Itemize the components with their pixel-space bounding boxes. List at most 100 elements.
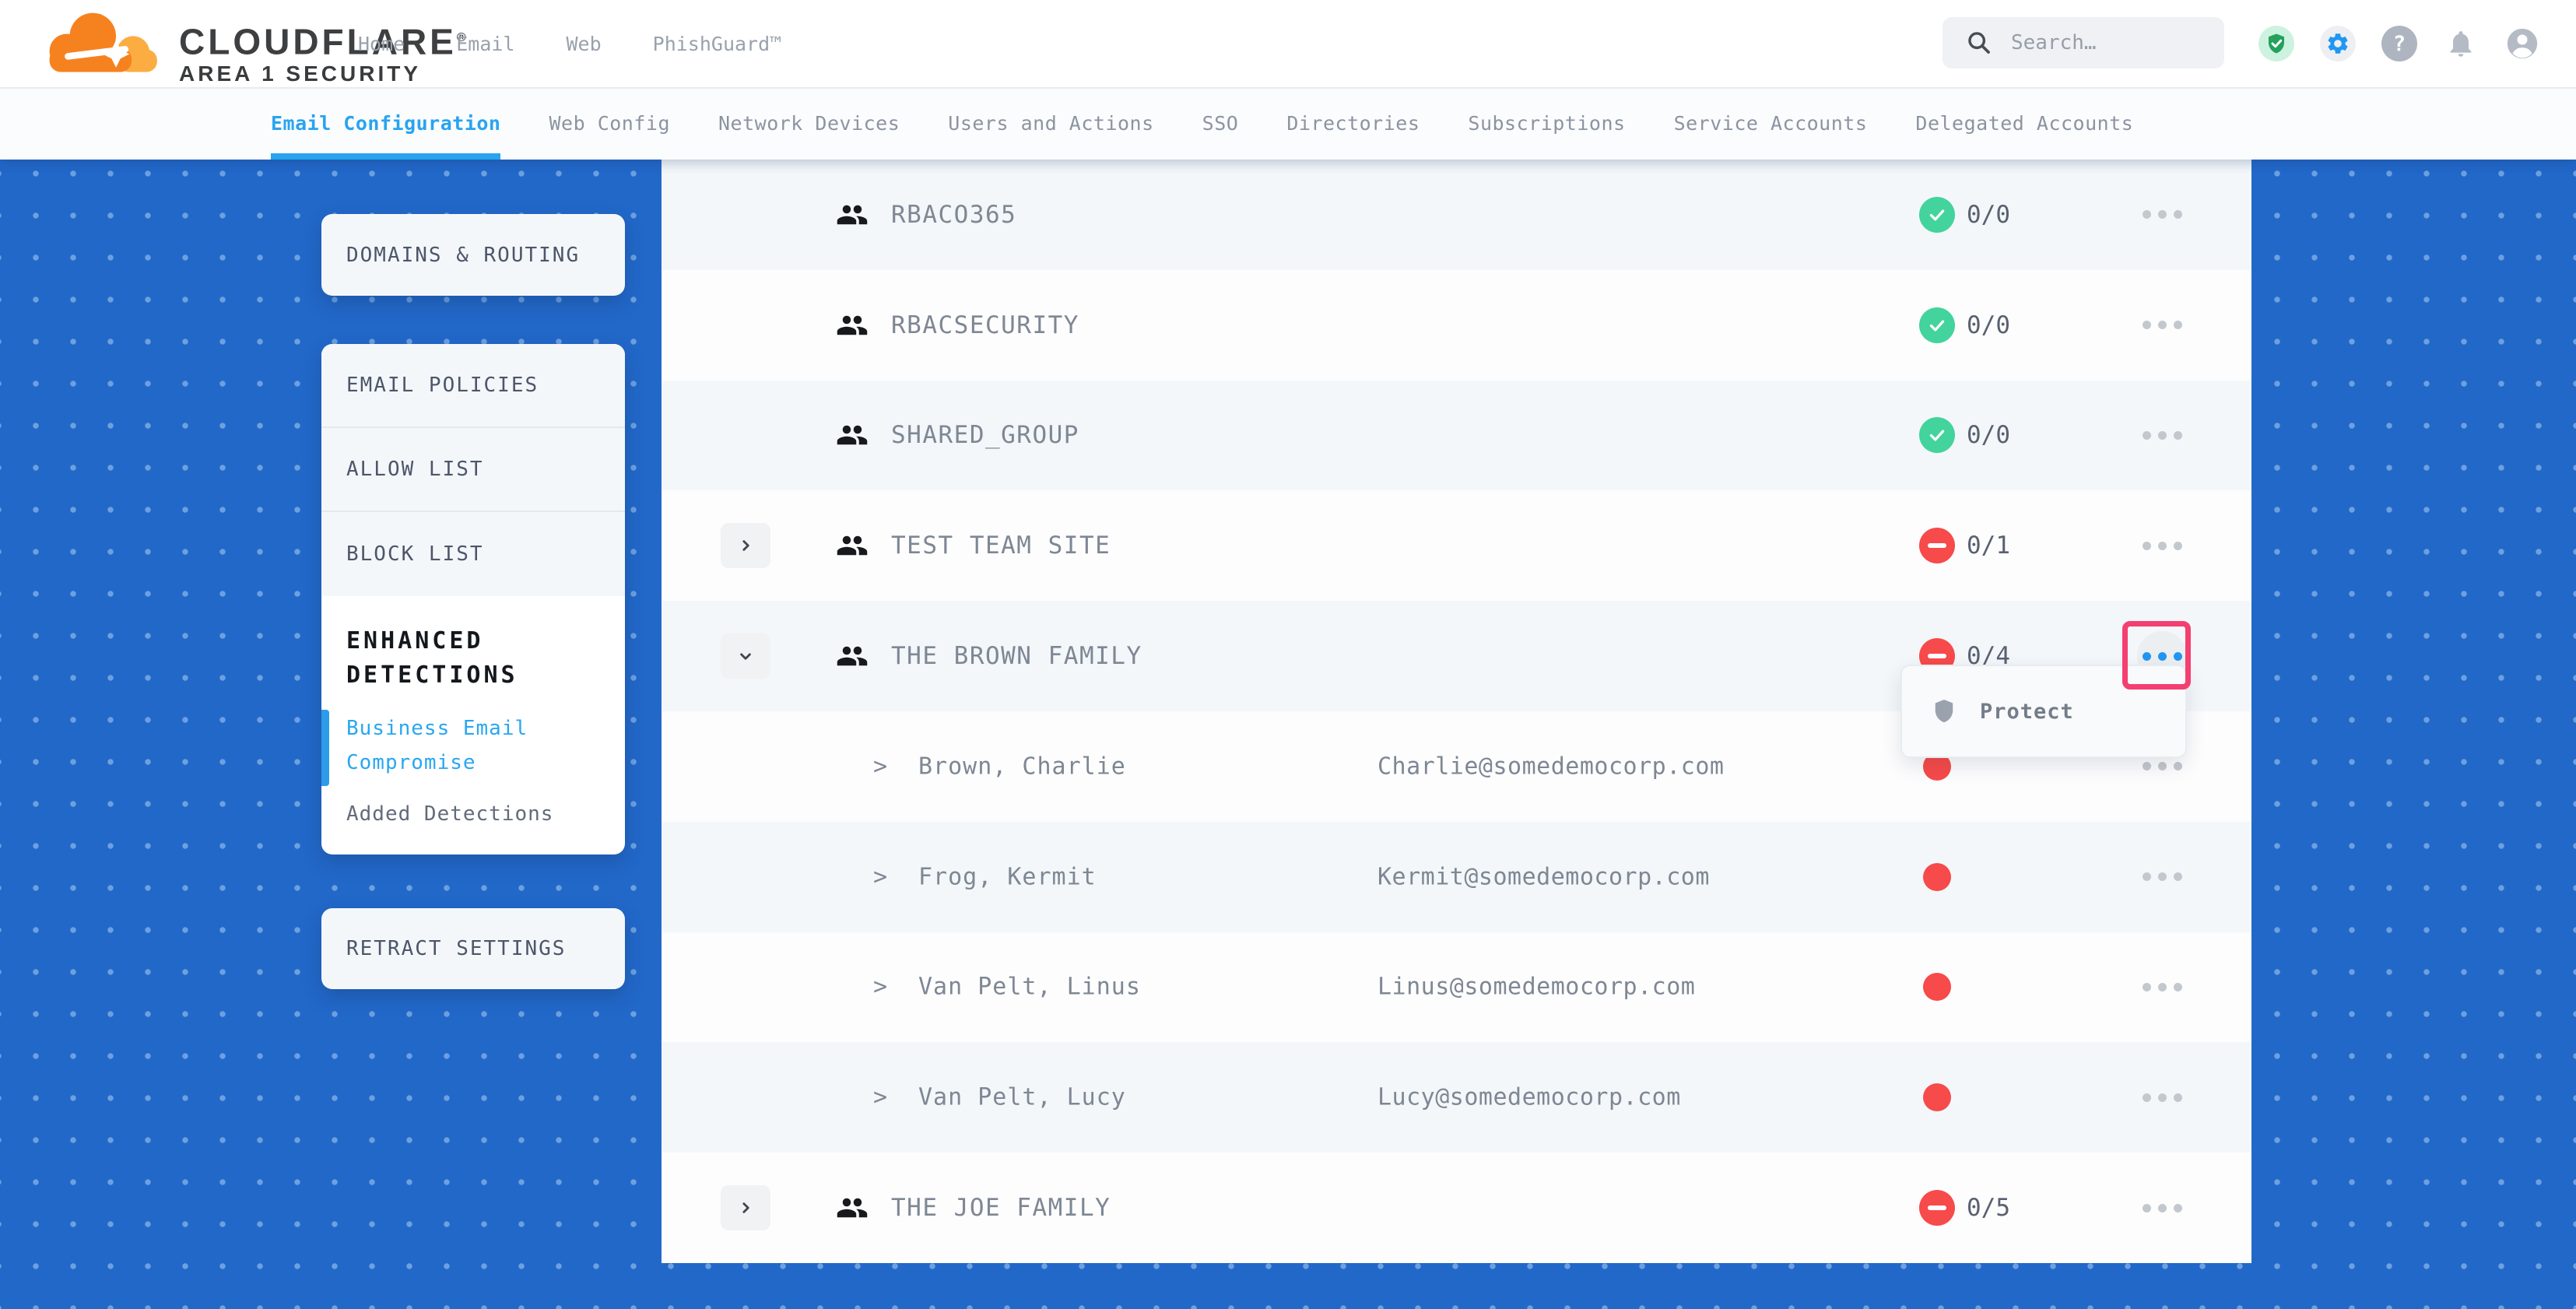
member-name: Brown, Charlie	[918, 753, 1126, 781]
ellipsis-dot	[2142, 651, 2151, 661]
tab-sso[interactable]: SSO	[1202, 112, 1239, 135]
chevron-right-icon	[742, 1202, 749, 1213]
status-allowed-icon	[1919, 307, 1955, 343]
enhanced-detections-section: ENHANCED DETECTIONS Business Email Compr…	[321, 596, 625, 831]
row-menu-button[interactable]	[2135, 850, 2189, 904]
ellipsis-dot	[2142, 541, 2151, 550]
member-email: Kermit@somedemocorp.com	[1377, 863, 1710, 891]
row-menu-button[interactable]	[2135, 298, 2189, 353]
top-header: CLOUDFLARE® AREA 1 SECURITY Home Email Web…	[0, 0, 2576, 89]
ellipsis-dot	[2173, 1203, 2182, 1212]
table-row-member: > Brown, Charlie Charlie@somedemocorp.com	[662, 711, 2251, 822]
status-allowed-icon	[1919, 196, 1955, 233]
table-row-group: THE JOE FAMILY 0/5	[662, 1153, 2251, 1263]
section-tabs: Email Configuration Web Config Network Dev…	[0, 87, 2576, 160]
status-flagged-dot	[1923, 1083, 1951, 1112]
menu-item-protect[interactable]: Protect	[1980, 699, 2074, 724]
group-name: THE BROWN FAMILY	[891, 642, 1142, 671]
gear-icon[interactable]	[2320, 26, 2356, 61]
sidebar-item-allow-list[interactable]: ALLOW LIST	[321, 428, 625, 512]
ellipsis-dot	[2157, 1203, 2167, 1212]
ellipsis-dot	[2157, 982, 2167, 991]
user-avatar-icon[interactable]	[2504, 26, 2540, 61]
tab-delegated-accounts[interactable]: Delegated Accounts	[1915, 112, 2134, 135]
nav-item-phishguard[interactable]: PhishGuard™	[652, 32, 782, 55]
row-menu-button[interactable]	[2135, 960, 2189, 1014]
tab-service-accounts[interactable]: Service Accounts	[1673, 112, 1868, 135]
expand-toggle-button[interactable]	[721, 1185, 770, 1231]
protection-count: 0/0	[1967, 200, 2010, 229]
row-menu-button[interactable]	[2135, 1070, 2189, 1125]
group-name: RBACO365	[891, 200, 1017, 229]
search-input[interactable]	[2009, 30, 2207, 55]
ellipsis-dot	[2142, 210, 2151, 219]
member-email: Linus@somedemocorp.com	[1377, 973, 1696, 1001]
tab-users-and-actions[interactable]: Users and Actions	[948, 112, 1154, 135]
ellipsis-dot	[2157, 651, 2167, 661]
ellipsis-dot	[2142, 430, 2151, 440]
nav-item-home[interactable]: Home	[358, 32, 405, 55]
group-name: THE JOE FAMILY	[891, 1194, 1111, 1223]
table-row-group: TEST TEAM SITE 0/1	[662, 490, 2251, 602]
sidebar-card-email-policies: EMAIL POLICIES ALLOW LIST BLOCK LIST ENHAN…	[321, 344, 625, 855]
sidebar-card-retract-settings[interactable]: RETRACT SETTINGS	[321, 908, 625, 989]
shield-icon	[1935, 700, 1953, 723]
nav-item-email[interactable]: Email	[456, 32, 515, 55]
table-row-group: RBACO365 0/0	[662, 160, 2251, 270]
status-flagged-dot	[1923, 973, 1951, 1002]
member-expand-arrow[interactable]: >	[873, 973, 888, 1001]
shield-check-icon[interactable]	[2258, 26, 2294, 61]
row-menu-button[interactable]	[2135, 408, 2189, 462]
sidebar-item-business-email-compromise[interactable]: Business Email Compromise	[346, 717, 528, 774]
ellipsis-dot	[2157, 1093, 2167, 1102]
sidebar-item-added-detections[interactable]: Added Detections	[346, 802, 554, 826]
group-icon	[837, 315, 868, 335]
tab-email-configuration[interactable]: Email Configuration	[271, 87, 501, 160]
ellipsis-dot	[2173, 872, 2182, 882]
tab-subscriptions[interactable]: Subscriptions	[1468, 112, 1626, 135]
ellipsis-dot	[2173, 982, 2182, 991]
member-expand-arrow[interactable]: >	[873, 863, 888, 891]
protection-count: 0/1	[1967, 532, 2010, 560]
chevron-down-icon	[740, 653, 751, 660]
group-name: RBACSECURITY	[891, 311, 1079, 339]
ellipsis-dot	[2173, 1093, 2182, 1102]
ellipsis-dot	[2142, 982, 2151, 991]
row-menu-button[interactable]	[2135, 739, 2189, 794]
group-name: TEST TEAM SITE	[891, 532, 1111, 560]
sidebar-card-domains-routing[interactable]: DOMAINS & ROUTING	[321, 214, 625, 296]
header-icon-cluster: ?	[2258, 26, 2540, 61]
sidebar-item-block-list[interactable]: BLOCK LIST	[321, 512, 625, 596]
tab-directories[interactable]: Directories	[1286, 112, 1420, 135]
member-expand-arrow[interactable]: >	[873, 1083, 888, 1111]
expand-toggle-button[interactable]	[721, 523, 770, 569]
member-expand-arrow[interactable]: >	[873, 753, 888, 781]
protection-count: 0/5	[1967, 1194, 2010, 1223]
bell-icon[interactable]	[2443, 26, 2479, 61]
tab-web-config[interactable]: Web Config	[549, 112, 670, 135]
row-menu-button[interactable]	[2135, 1181, 2189, 1235]
search-icon	[1968, 32, 1990, 54]
cloudflare-logo[interactable]: CLOUDFLARE® AREA 1 SECURITY	[43, 6, 469, 87]
enhanced-detections-title: ENHANCED DETECTIONS	[346, 627, 518, 689]
nav-item-web[interactable]: Web	[566, 32, 602, 55]
expand-toggle-button[interactable]	[721, 633, 770, 679]
tab-network-devices[interactable]: Network Devices	[718, 112, 900, 135]
brand-subname: AREA 1 SECURITY	[179, 61, 422, 86]
ellipsis-dot	[2157, 430, 2167, 440]
header-nav: Home Email Web PhishGuard™	[358, 0, 781, 87]
status-flagged-dot	[1923, 862, 1951, 891]
row-menu-button[interactable]	[2135, 518, 2189, 573]
member-email: Lucy@somedemocorp.com	[1377, 1083, 1681, 1111]
protection-count: 0/0	[1967, 311, 2010, 339]
help-icon[interactable]: ?	[2381, 26, 2417, 61]
sidebar-item-email-policies[interactable]: EMAIL POLICIES	[321, 344, 625, 428]
chevron-right-icon	[742, 540, 749, 552]
table-row-member: > Van Pelt, Linus Linus@somedemocorp.com	[662, 932, 2251, 1043]
member-name: Van Pelt, Lucy	[918, 1083, 1126, 1111]
ellipsis-dot	[2142, 1093, 2151, 1102]
ellipsis-dot	[2173, 321, 2182, 330]
row-menu-button[interactable]	[2135, 188, 2189, 242]
sidebar-item-label: DOMAINS & ROUTING	[346, 243, 581, 267]
